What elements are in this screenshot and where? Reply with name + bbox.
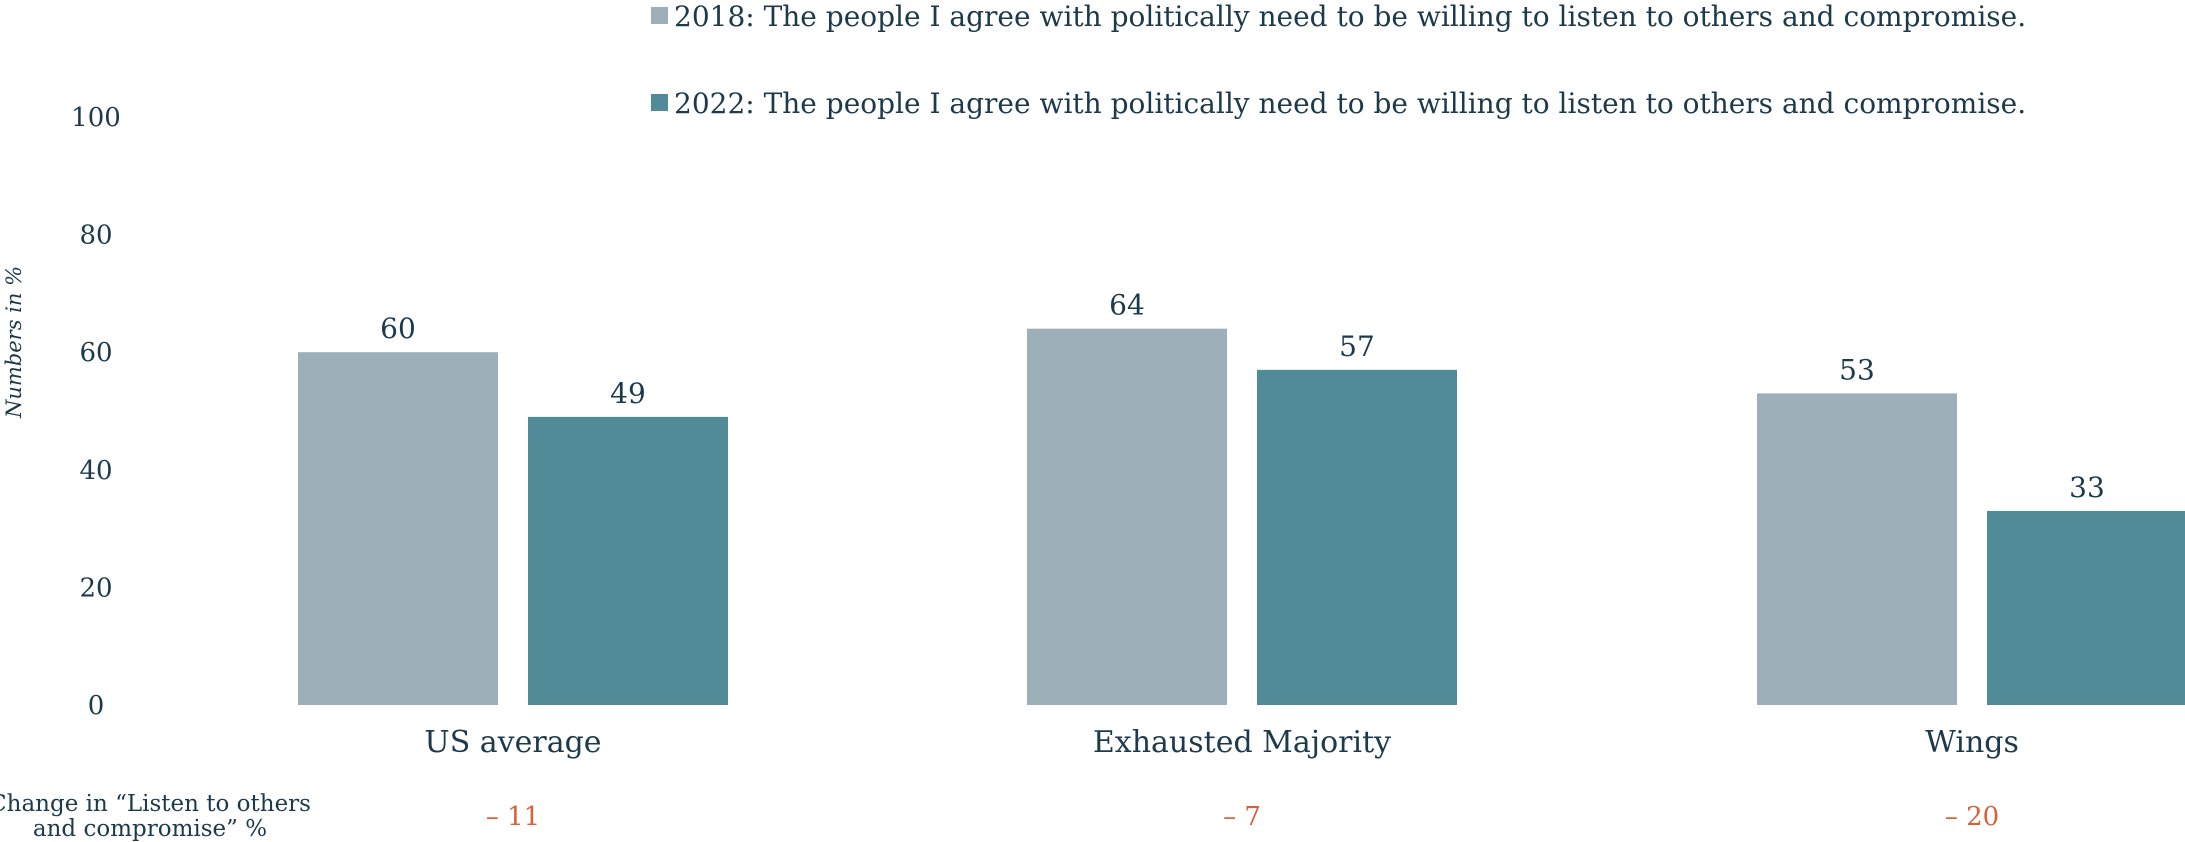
chart-legend: 2018: The people I agree with politicall… bbox=[651, 0, 2026, 120]
bar-group: 60 49 64 57 53 33 bbox=[298, 289, 2185, 705]
bar-2022 bbox=[528, 416, 728, 705]
data-label-2018: 60 bbox=[380, 312, 416, 345]
category-label: Wings bbox=[1925, 725, 2019, 760]
y-axis-label: Numbers in % bbox=[2, 266, 26, 419]
x-axis: US average Exhausted Majority Wings bbox=[424, 725, 2018, 760]
data-label-2018: 64 bbox=[1109, 289, 1145, 322]
bar-2022 bbox=[1257, 369, 1457, 705]
y-tick-label: 40 bbox=[79, 456, 112, 486]
data-label-2022: 57 bbox=[1339, 330, 1375, 363]
legend-swatch-2018 bbox=[651, 7, 668, 24]
change-row-label: Change in “Listen to others bbox=[0, 791, 311, 817]
bar-2018 bbox=[1757, 393, 1957, 705]
legend-label-2018: 2018: The people I agree with politicall… bbox=[674, 0, 2026, 33]
category-label: US average bbox=[424, 725, 601, 760]
y-tick-label: 0 bbox=[88, 691, 105, 721]
y-tick-label: 80 bbox=[79, 221, 112, 251]
change-value: – 7 bbox=[1223, 802, 1261, 832]
data-label-2022: 33 bbox=[2069, 471, 2105, 504]
category-label: Exhausted Majority bbox=[1093, 725, 1391, 760]
data-label-2018: 53 bbox=[1839, 353, 1875, 386]
y-tick-label: 100 bbox=[71, 103, 121, 133]
data-label-2022: 49 bbox=[610, 377, 646, 410]
change-value: – 20 bbox=[1945, 802, 1999, 832]
change-value: – 11 bbox=[486, 802, 540, 832]
y-axis: 0 20 40 60 80 100 Numbers in % bbox=[2, 103, 121, 721]
y-tick-label: 60 bbox=[79, 338, 112, 368]
bar-2018 bbox=[298, 352, 498, 705]
bar-2018 bbox=[1027, 328, 1227, 705]
bar-2022 bbox=[1987, 510, 2185, 705]
change-row-label: and compromise” % bbox=[33, 816, 267, 842]
y-tick-label: 20 bbox=[79, 573, 112, 603]
legend-swatch-2022 bbox=[651, 94, 668, 111]
legend-label-2022: 2022: The people I agree with politicall… bbox=[674, 87, 2026, 120]
